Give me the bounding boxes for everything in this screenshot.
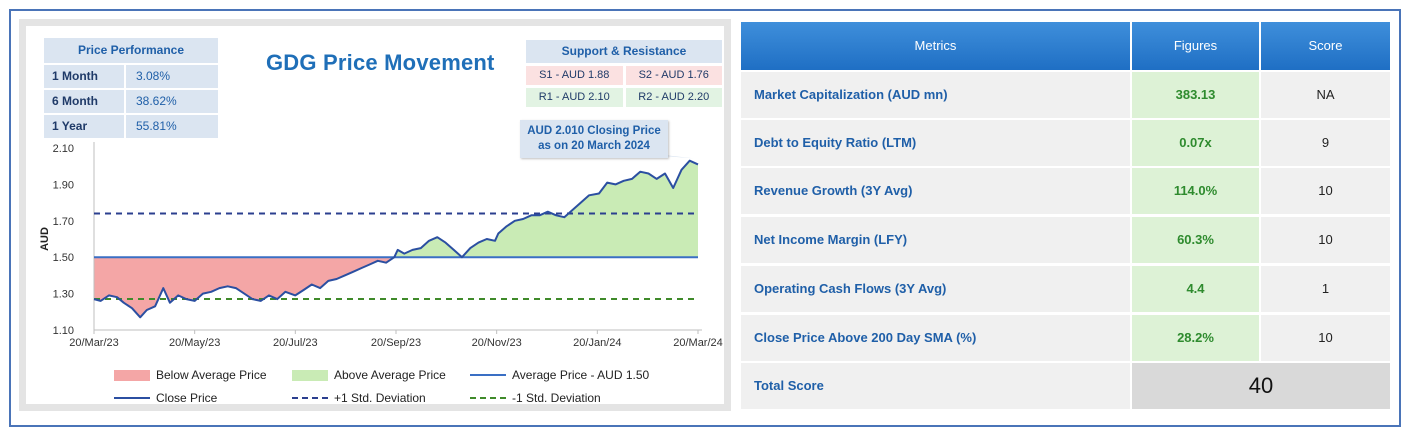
total-score-label: Total Score [741,363,1130,409]
x-tick-label: 20/Sep/23 [371,337,421,349]
legend-label: +1 Std. Deviation [334,391,426,405]
price-performance-box: Price Performance 1 Month 3.08% 6 Month … [44,38,218,138]
legend-average-price: Average Price - AUD 1.50 [470,368,649,382]
table-row: Net Income Margin (LFY) 60.3% 10 [741,217,1390,263]
total-score-row: Total Score 40 [741,363,1390,409]
performance-row: 6 Month 38.62% [44,90,218,113]
metric-figure: 114.0% [1132,168,1259,214]
legend-swatch [292,397,328,399]
legend-swatch [470,397,506,399]
legend-close-price: Close Price [114,391,217,405]
metric-score: 10 [1261,168,1390,214]
support-resistance-title: Support & Resistance [526,40,722,63]
price-performance-title: Price Performance [44,38,218,63]
price-chart: 1.10 1.30 1.50 1.70 1.90 2.10 20/Mar/23 20/May/… [39,142,723,349]
legend-swatch [470,374,506,376]
x-tick-label: 20/Jul/23 [273,337,318,349]
legend-label: Above Average Price [334,368,446,382]
y-tick-label: 2.10 [53,143,74,155]
y-tick-label: 1.30 [53,289,74,301]
y-tick-label: 1.90 [53,179,74,191]
metric-figure: 28.2% [1132,315,1259,361]
chart-title: GDG Price Movement [266,50,495,75]
legend-minus-std: -1 Std. Deviation [470,391,601,405]
performance-label: 1 Year [44,115,124,138]
table-row: Market Capitalization (AUD mn) 383.13 NA [741,72,1390,118]
performance-row: 1 Year 55.81% [44,115,218,138]
metric-figure: 60.3% [1132,217,1259,263]
legend-below-average: Below Average Price [114,368,267,382]
performance-label: 6 Month [44,90,124,113]
support-2-label: S2 - AUD 1.76 [625,66,722,85]
performance-value: 38.62% [126,90,218,113]
x-tick-label: 20/Nov/23 [472,337,522,349]
price-chart-panel: 1.10 1.30 1.50 1.70 1.90 2.10 20/Mar/23 20/May/… [19,19,731,411]
legend-above-average: Above Average Price [292,368,446,382]
below-average-area [94,257,395,318]
metric-figure: 4.4 [1132,266,1259,312]
legend-plus-std: +1 Std. Deviation [292,391,426,405]
callout-line-1: AUD 2.010 Closing Price [527,125,661,137]
metric-score: 10 [1261,217,1390,263]
y-axis-label: AUD [39,227,51,251]
metric-figure: 383.13 [1132,72,1259,118]
support-resistance-box: Support & Resistance S1 - AUD 1.88 S2 - … [526,40,722,107]
metric-name: Operating Cash Flows (3Y Avg) [741,266,1130,312]
x-tick-label: 20/May/23 [169,337,220,349]
x-tick-label: 20/Jan/24 [573,337,621,349]
table-row: Close Price Above 200 Day SMA (%) 28.2% … [741,315,1390,361]
legend-label: Average Price - AUD 1.50 [512,368,650,382]
metric-score: 10 [1261,315,1390,361]
metric-name: Close Price Above 200 Day SMA (%) [741,315,1130,361]
metric-score: 1 [1261,266,1390,312]
performance-label: 1 Month [44,65,124,88]
legend-swatch [114,397,150,399]
table-row: Debt to Equity Ratio (LTM) 0.07x 9 [741,120,1390,166]
x-tick-label: 20/Mar/24 [673,337,723,349]
legend-swatch [114,369,150,381]
resistance-1-label: R1 - AUD 2.10 [526,88,623,107]
performance-value: 55.81% [126,115,218,138]
metric-name: Debt to Equity Ratio (LTM) [741,120,1130,166]
resistance-2-label: R2 - AUD 2.20 [625,88,722,107]
legend-swatch [292,369,328,381]
table-row: Revenue Growth (3Y Avg) 114.0% 10 [741,168,1390,214]
metrics-table: Metrics Figures Score Market Capitalizat… [741,22,1390,411]
callout-line-2: as on 20 March 2024 [538,140,650,152]
x-tick-label: 20/Mar/23 [69,337,119,349]
performance-value: 3.08% [126,65,218,88]
performance-row: 1 Month 3.08% [44,65,218,88]
metric-name: Market Capitalization (AUD mn) [741,72,1130,118]
y-tick-label: 1.70 [53,216,74,228]
y-tick-label: 1.10 [53,325,74,337]
above-average-area [394,160,698,258]
metric-name: Net Income Margin (LFY) [741,217,1130,263]
legend-label: Close Price [156,391,218,405]
legend-label: -1 Std. Deviation [512,391,601,405]
closing-price-callout: AUD 2.010 Closing Price as on 20 March 2… [520,120,668,158]
score-header: Score [1261,22,1390,70]
total-score-value: 40 [1132,363,1390,409]
figures-header: Figures [1132,22,1259,70]
metrics-header: Metrics [741,22,1130,70]
metric-score: 9 [1261,120,1390,166]
table-row: Operating Cash Flows (3Y Avg) 4.4 1 [741,266,1390,312]
metric-name: Revenue Growth (3Y Avg) [741,168,1130,214]
metric-score: NA [1261,72,1390,118]
support-row: S1 - AUD 1.88 S2 - AUD 1.76 [526,66,722,85]
support-1-label: S1 - AUD 1.88 [526,66,623,85]
resistance-row: R1 - AUD 2.10 R2 - AUD 2.20 [526,88,722,107]
close-price-line [93,159,699,319]
metric-figure: 0.07x [1132,120,1259,166]
legend-label: Below Average Price [156,368,267,382]
y-tick-label: 1.50 [53,252,74,264]
